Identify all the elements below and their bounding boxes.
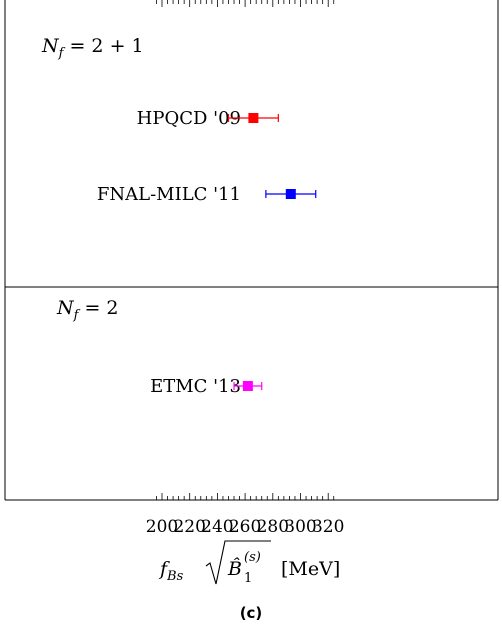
panel-label-n: N xyxy=(41,35,60,57)
figure-caption: (c) xyxy=(239,604,263,622)
x-tick-label: 280 xyxy=(257,517,289,537)
data-point xyxy=(285,189,296,199)
data-point xyxy=(248,113,259,123)
xlabel-f-sub: Bs xyxy=(166,569,184,584)
x-tick-label: 260 xyxy=(229,517,261,537)
plot-frame xyxy=(4,0,499,501)
xlabel-b-sup: (s) xyxy=(244,550,261,565)
panels: Nf = 2 + 1 HPQCD '09 FNAL-MILC '11 Nf = 2 ET… xyxy=(41,35,317,397)
panel-label-sub: f xyxy=(73,308,81,323)
x-tick-label: 220 xyxy=(173,517,205,537)
panel-label-eq: = 2 xyxy=(78,297,118,319)
xlabel-unit: [MeV] xyxy=(281,558,340,580)
entry-label: ETMC '13 xyxy=(150,376,241,397)
xlabel-b-main: B̂ xyxy=(227,558,242,580)
panel-label-sub: f xyxy=(58,46,66,61)
sqrt-sign xyxy=(205,540,271,585)
panel-label: Nf = 2 + 1 xyxy=(41,35,144,61)
x-tick-label: 200 xyxy=(146,517,178,537)
data-point xyxy=(242,381,253,391)
x-axis-label: fBs B̂ 1 (s) [MeV] xyxy=(158,540,340,586)
xlabel-b: B̂ xyxy=(227,558,242,580)
panel-label: Nf = 2 xyxy=(56,297,119,323)
panel-label-eq: = 2 + 1 xyxy=(63,35,143,57)
x-tick-label: 300 xyxy=(284,517,316,537)
x-tick-label: 320 xyxy=(312,517,344,537)
panel-label-n: N xyxy=(56,297,75,319)
xlabel-f: fBs xyxy=(158,558,184,584)
xlabel-f-main: f xyxy=(158,558,170,580)
entry-label: HPQCD '09 xyxy=(137,108,241,129)
x-tick-label: 240 xyxy=(201,517,233,537)
entry-label: FNAL-MILC '11 xyxy=(97,184,241,205)
xlabel-b-sub: 1 xyxy=(244,571,252,586)
